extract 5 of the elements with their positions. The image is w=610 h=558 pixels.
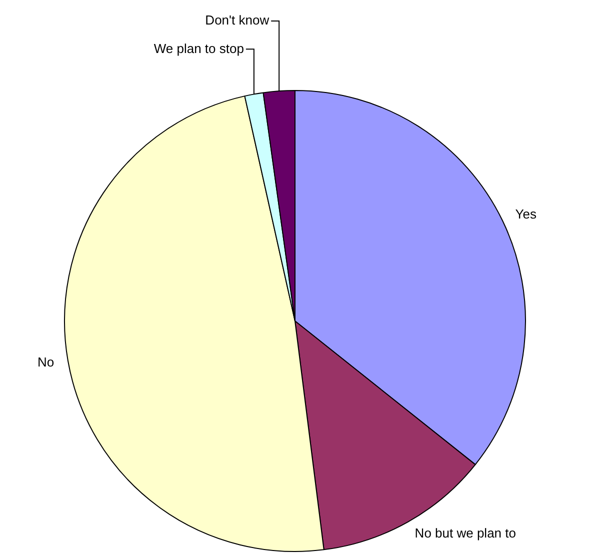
- slice-label: No but we plan to: [414, 526, 516, 541]
- slice-label: Yes: [515, 206, 537, 222]
- slice-label: We plan to stop: [154, 40, 244, 56]
- slice-label: Don't know: [205, 12, 270, 28]
- slice-label: No: [38, 354, 54, 370]
